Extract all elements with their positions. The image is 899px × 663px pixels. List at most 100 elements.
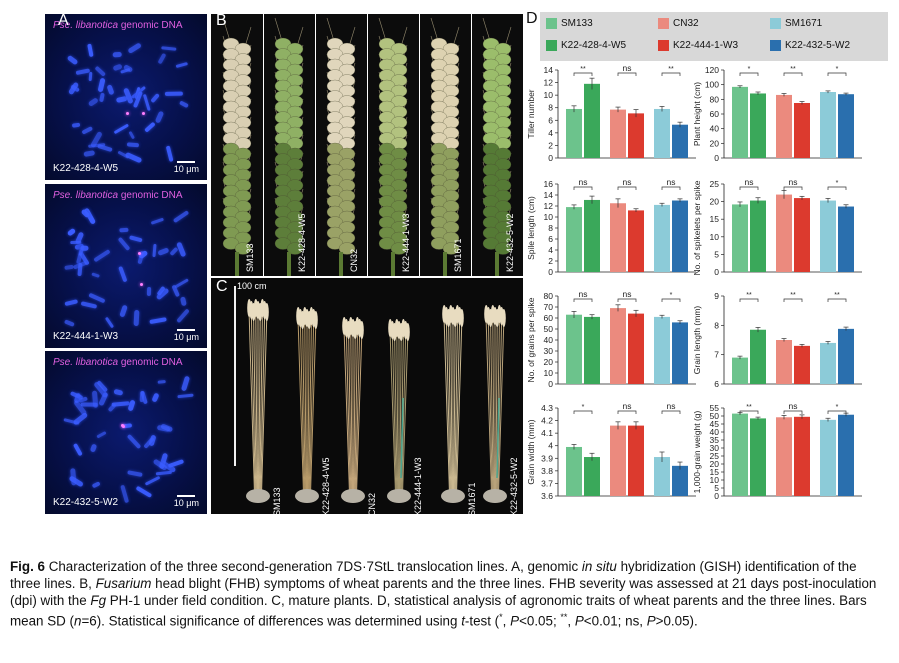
significance-label: ns (623, 289, 632, 299)
plant (441, 305, 465, 503)
plant (483, 305, 507, 503)
bar (654, 204, 670, 272)
significance-bracket (783, 186, 803, 190)
chromosome (80, 246, 89, 251)
y-tick-label: 0 (714, 153, 719, 163)
chromosome (128, 130, 136, 140)
significance-bracket (783, 410, 803, 414)
y-axis-label: Tiller number (526, 89, 536, 138)
bar (776, 340, 792, 384)
chromosome (87, 97, 99, 107)
chromosome (127, 42, 143, 54)
y-tick-label: 20 (710, 138, 720, 148)
scale-bar: 10 μm (174, 329, 199, 342)
spike-illustration (430, 17, 460, 276)
bar (566, 314, 582, 384)
chromosome (73, 411, 89, 426)
significance-label: * (836, 66, 839, 73)
y-axis-label: No. of spikelets per spike (692, 180, 702, 275)
y-tick-label: 4 (548, 441, 553, 451)
chromosome (155, 470, 173, 476)
chromosome (127, 470, 143, 478)
bar (610, 425, 626, 496)
chromosome (63, 299, 79, 307)
chromosome (112, 400, 130, 407)
spike-illustration (378, 17, 408, 276)
significance-label: ns (745, 177, 754, 187)
bar (732, 413, 748, 496)
gish-image-3: Pse. libanotica genomic DNA K22-432-5-W2… (45, 351, 207, 514)
significance-bracket (827, 72, 847, 76)
significance-label: ns (579, 177, 588, 187)
bar (628, 113, 644, 158)
spike-photo: SM133 (211, 14, 264, 276)
chromosome (120, 67, 131, 74)
chromosome (154, 110, 164, 124)
significance-label: ns (789, 401, 798, 411)
chromosome (75, 68, 90, 76)
chromosome (174, 62, 188, 69)
spike-label: K22-444-1-W3 (401, 213, 411, 272)
gish-signal (137, 252, 141, 256)
plant (341, 317, 365, 503)
y-tick-label: 30 (544, 346, 554, 356)
bar (584, 316, 600, 384)
spike-photo: K22-432-5-W2 (471, 14, 524, 276)
chromosome (151, 392, 160, 403)
bar (776, 94, 792, 158)
bar (750, 329, 766, 384)
plants-illustration (246, 299, 507, 503)
bar-chart: 6 7 8 9 Grain length (mm) ** ** ** (692, 291, 862, 389)
chromosome (161, 46, 177, 52)
chromosome (135, 485, 153, 499)
chromosome (88, 71, 93, 81)
y-tick-label: 4 (548, 128, 553, 138)
y-tick-label: 12 (544, 201, 554, 211)
significance-label: ns (579, 289, 588, 299)
height-ruler (234, 286, 236, 466)
legend-swatch (770, 18, 781, 29)
chromosome (97, 77, 105, 93)
chromosome (63, 318, 76, 327)
y-tick-label: 0 (548, 267, 553, 277)
y-tick-label: 10 (544, 368, 554, 378)
significance-label: ns (789, 177, 798, 187)
bar-chart: 3.6 3.7 3.8 3.9 4 4.1 4.2 4.3 Grain width (mm) * n… (526, 401, 696, 501)
y-tick-label: 20 (544, 357, 554, 367)
chromosome (151, 243, 157, 257)
chromosome (66, 55, 79, 66)
y-tick-label: 30 (710, 443, 720, 453)
spike-photo: SM1671 (419, 14, 472, 276)
spike-label: CN32 (349, 248, 359, 272)
significance-bracket (739, 410, 759, 414)
y-tick-label: 10 (710, 475, 720, 485)
bar (566, 108, 582, 158)
chromosome (73, 442, 83, 456)
y-tick-label: 10 (544, 90, 554, 100)
gish-image-1: Pse. libanotica genomic DNA K22-428-4-W5… (45, 14, 207, 180)
spike-label: K22-428-4-W5 (297, 213, 307, 272)
plant (295, 307, 319, 503)
significance-label: ** (834, 292, 840, 299)
bar (610, 109, 626, 158)
chromosome (90, 272, 100, 279)
chromosome (144, 121, 156, 132)
chromosome (69, 240, 81, 245)
y-tick-label: 0 (548, 153, 553, 163)
significance-bracket (827, 410, 847, 414)
y-tick-label: 8 (548, 223, 553, 233)
y-tick-label: 4.1 (541, 428, 553, 438)
bar (732, 86, 748, 158)
bar (794, 198, 810, 272)
plant (387, 319, 411, 503)
bar (628, 425, 644, 496)
chromosome (114, 388, 124, 396)
mature-plants-panel: 100 cm SM133 K22-428-4-W5 CN32 K22-444-1-W3… (211, 278, 523, 514)
bar (672, 465, 688, 496)
chromosome (112, 52, 122, 58)
significance-label: ns (667, 177, 676, 187)
fhb-spike-panel: SM133 K22-428-4-W5 CN32 K22-444-1-W3 SM1671 K… (211, 14, 524, 276)
y-tick-label: 40 (710, 427, 720, 437)
chromosome (172, 210, 190, 224)
